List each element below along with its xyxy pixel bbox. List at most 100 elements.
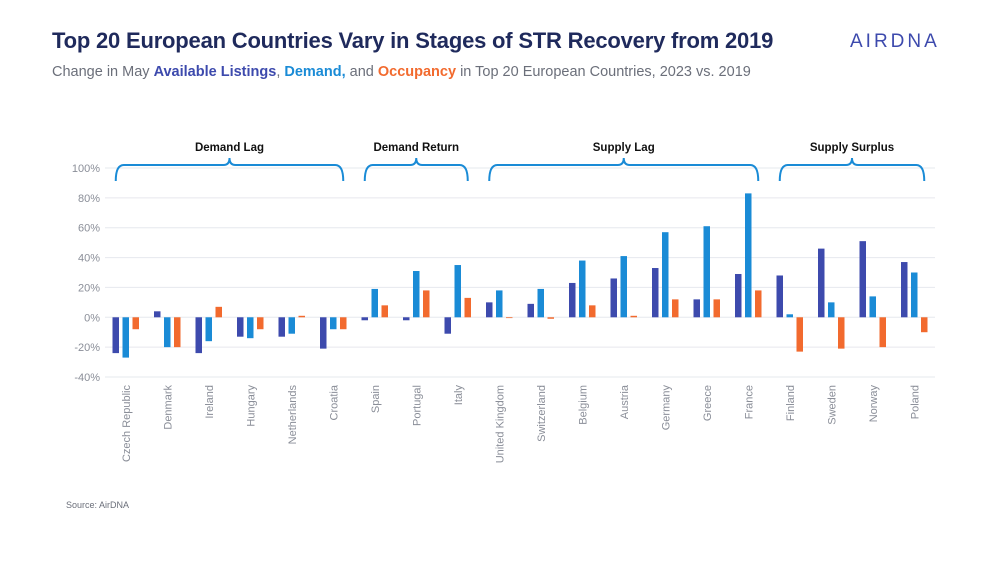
bar-available-listings-italy <box>444 317 451 334</box>
subtitle-demand: Demand, <box>284 64 346 80</box>
bar-available-listings-france <box>735 273 742 318</box>
subtitle-suffix: in Top 20 European Countries, 2023 vs. 2… <box>456 64 751 80</box>
x-tick-label-norway: Norway <box>868 385 880 423</box>
x-tick-label-ireland: Ireland <box>204 385 216 419</box>
subtitle-occupancy: Occupancy <box>377 64 457 80</box>
x-tick-label-belgium: Belgium <box>577 385 589 425</box>
bar-occupancy-france <box>755 290 762 318</box>
bar-occupancy-portugal <box>423 290 430 318</box>
bar-demand-switzerland <box>537 288 544 318</box>
bar-available-listings-netherlands <box>278 317 285 337</box>
bar-available-listings-switzerland <box>527 303 534 318</box>
bar-occupancy-croatia <box>340 317 347 330</box>
x-tick-label-portugal: Portugal <box>411 385 423 426</box>
bar-demand-czech-republic <box>122 317 129 358</box>
x-tick-label-spain: Spain <box>370 385 382 413</box>
group-label-supply-lag: Supply Lag <box>593 142 655 154</box>
bar-available-listings-portugal <box>403 317 410 321</box>
bar-occupancy-netherlands <box>298 315 305 318</box>
group-bracket-supply-surplus <box>778 157 926 182</box>
bar-occupancy-belgium <box>589 305 596 318</box>
x-tick-label-sweden: Sweden <box>826 385 838 425</box>
bar-occupancy-hungary <box>257 317 264 330</box>
group-bracket-demand-return <box>363 157 469 182</box>
x-tick-label-france: France <box>743 385 755 419</box>
bar-available-listings-denmark <box>154 311 161 318</box>
bar-occupancy-austria <box>630 315 637 318</box>
subtitle-separator-1: , <box>276 64 285 80</box>
bar-occupancy-czech-republic <box>132 317 139 330</box>
bar-occupancy-poland <box>921 317 928 333</box>
bar-demand-hungary <box>247 317 254 339</box>
subtitle-separator-2: and <box>345 64 378 80</box>
bar-demand-united-kingdom <box>496 290 503 318</box>
x-tick-label-greece: Greece <box>702 385 714 421</box>
bar-available-listings-austria <box>610 278 617 318</box>
y-tick-label: -20% <box>74 342 100 354</box>
y-tick-label: 40% <box>78 253 100 265</box>
source-note: Source: AirDNA <box>66 500 130 510</box>
bar-occupancy-sweden <box>838 317 845 349</box>
bar-available-listings-greece <box>693 299 700 318</box>
group-label-demand-lag: Demand Lag <box>195 142 264 154</box>
bar-occupancy-italy <box>464 297 471 318</box>
x-tick-label-germany: Germany <box>660 385 672 431</box>
bar-available-listings-belgium <box>569 282 576 318</box>
group-bracket-supply-lag <box>488 157 760 182</box>
y-tick-label: 100% <box>72 163 100 175</box>
x-tick-label-switzerland: Switzerland <box>536 385 548 442</box>
y-tick-label: 20% <box>78 282 100 294</box>
bar-occupancy-finland <box>796 317 803 352</box>
x-tick-label-croatia: Croatia <box>328 384 340 420</box>
bar-demand-netherlands <box>288 317 295 334</box>
bar-occupancy-denmark <box>174 317 181 348</box>
bar-available-listings-croatia <box>320 317 327 349</box>
airdna-logo: AIRDNA <box>850 31 940 52</box>
bar-available-listings-poland <box>901 262 908 318</box>
bar-demand-france <box>745 193 752 318</box>
bar-occupancy-switzerland <box>547 317 554 319</box>
x-tick-label-netherlands: Netherlands <box>287 385 299 445</box>
bar-demand-ireland <box>205 317 212 342</box>
bar-demand-austria <box>620 256 627 318</box>
bar-demand-norway <box>869 296 876 318</box>
bar-available-listings-germany <box>652 268 659 318</box>
y-tick-label: -40% <box>74 372 100 384</box>
group-label-supply-surplus: Supply Surplus <box>810 142 894 154</box>
x-tick-label-hungary: Hungary <box>245 385 257 427</box>
bar-available-listings-united-kingdom <box>486 302 493 318</box>
x-tick-label-austria: Austria <box>619 384 631 419</box>
bar-demand-belgium <box>579 260 586 318</box>
bar-demand-germany <box>662 232 669 318</box>
bar-demand-portugal <box>413 271 420 318</box>
bar-demand-italy <box>454 265 461 318</box>
bar-demand-croatia <box>330 317 337 330</box>
x-tick-label-finland: Finland <box>785 385 797 421</box>
x-tick-label-italy: Italy <box>453 385 465 406</box>
bar-available-listings-sweden <box>818 248 825 318</box>
y-tick-label: 60% <box>78 223 100 235</box>
bar-available-listings-czech-republic <box>112 317 119 354</box>
bar-occupancy-greece <box>713 299 720 318</box>
subtitle-available-listings: Available Listings <box>153 64 277 80</box>
bar-available-listings-ireland <box>195 317 202 354</box>
bar-demand-sweden <box>828 302 835 318</box>
x-tick-label-united-kingdom: United Kingdom <box>494 385 506 463</box>
bar-demand-poland <box>911 272 918 318</box>
group-label-demand-return: Demand Return <box>373 142 459 154</box>
x-tick-label-poland: Poland <box>909 385 921 419</box>
subtitle-prefix: Change in May <box>52 64 154 80</box>
x-tick-label-czech-republic: Czech Republic <box>121 385 133 463</box>
y-tick-label: 0% <box>84 312 100 324</box>
bar-demand-finland <box>786 314 793 318</box>
bar-occupancy-spain <box>381 305 388 318</box>
bar-occupancy-norway <box>879 317 886 348</box>
y-tick-label: 80% <box>78 193 100 205</box>
bar-occupancy-united-kingdom <box>506 317 513 319</box>
x-tick-label-denmark: Denmark <box>162 385 174 430</box>
bar-demand-spain <box>371 288 378 318</box>
bar-demand-greece <box>703 226 710 318</box>
chart-title: Top 20 European Countries Vary in Stages… <box>52 28 774 53</box>
bar-occupancy-ireland <box>215 306 222 318</box>
